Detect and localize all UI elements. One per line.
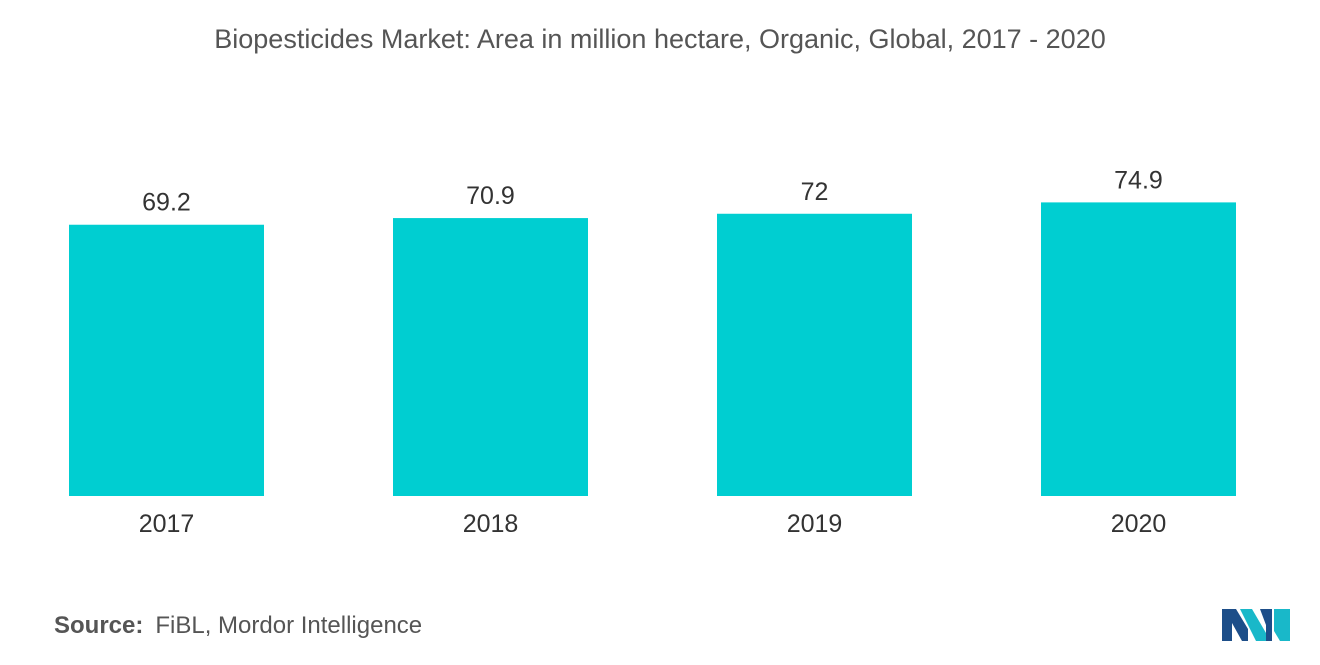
source-label: Source: <box>54 612 144 639</box>
x-tick-label-2018: 2018 <box>463 510 519 538</box>
mordor-intelligence-logo-icon <box>1222 609 1290 641</box>
x-tick-label-2019: 2019 <box>787 510 843 538</box>
bar-2019 <box>717 213 912 496</box>
source-note: Source: FiBL, Mordor Intelligence <box>54 612 422 640</box>
value-label-2017: 69.2 <box>142 189 191 217</box>
bar-2018 <box>393 218 588 496</box>
source-text: FiBL, Mordor Intelligence <box>155 612 423 639</box>
x-tick-label-2020: 2020 <box>1111 510 1167 538</box>
x-tick-label-2017: 2017 <box>139 510 195 538</box>
chart-title: Biopesticides Market: Area in million he… <box>214 24 1106 54</box>
x-tick-labels-group: 2017 2018 2019 2020 <box>139 510 1167 538</box>
value-label-2020: 74.9 <box>1114 166 1163 194</box>
bar-chart: 69.2 70.9 72 74.9 2017 2018 2019 2020 <box>69 166 1236 538</box>
value-label-2018: 70.9 <box>466 182 515 210</box>
value-labels-group: 69.2 70.9 72 74.9 <box>142 166 1163 216</box>
bars-group <box>69 202 1236 496</box>
bar-2020 <box>1041 202 1236 496</box>
bar-2017 <box>69 224 264 496</box>
value-label-2019: 72 <box>801 178 829 206</box>
